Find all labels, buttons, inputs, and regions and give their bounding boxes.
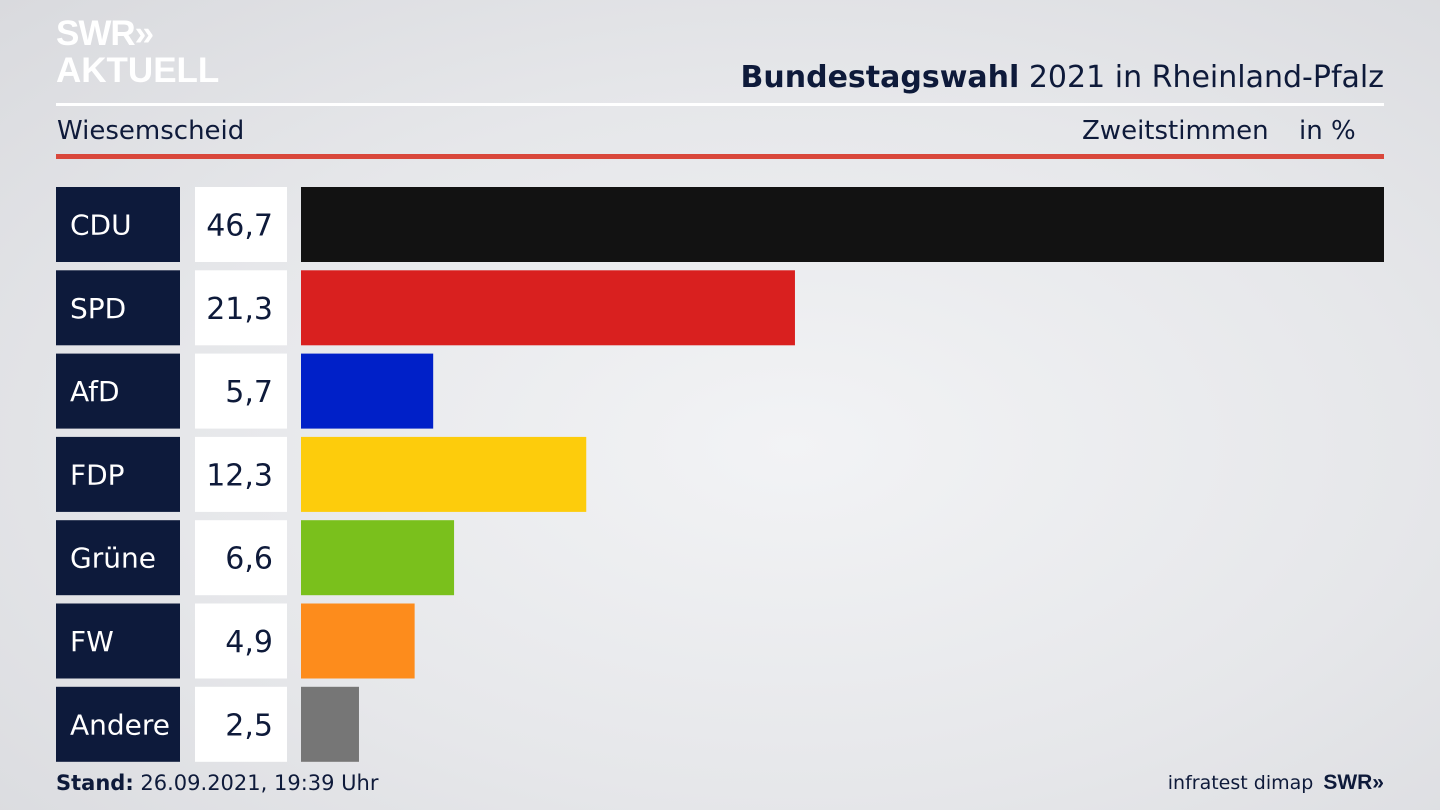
party-label-box-afd	[56, 353, 180, 429]
page-title: Bundestagswahl 2021 in Rheinland-Pfalz	[741, 60, 1384, 95]
party-label: SPD	[70, 292, 126, 325]
stand-value: 26.09.2021, 19:39 Uhr	[133, 771, 379, 795]
value-label: 46,7	[206, 209, 273, 244]
party-label-box-gr-ne	[56, 520, 180, 596]
party-label: FW	[70, 625, 114, 658]
swr-aktuell-logo: SWR» AKTUELL	[56, 16, 219, 88]
value-label: 5,7	[225, 375, 273, 410]
party-label: CDU	[70, 209, 132, 242]
value-label: 6,6	[225, 542, 273, 577]
bar-fw	[301, 603, 415, 679]
bar-andere	[301, 686, 359, 762]
logo-line-swr: SWR»	[56, 14, 154, 53]
accent-divider	[56, 154, 1384, 159]
party-label-box-andere	[56, 686, 180, 762]
title-bold: Bundestagswahl	[740, 60, 1020, 95]
party-label: AfD	[70, 375, 120, 408]
region-name: Wiesemscheid	[57, 116, 245, 146]
value-label: 4,9	[225, 625, 273, 660]
value-label: 21,3	[206, 292, 273, 327]
party-label-box-spd	[56, 270, 180, 346]
header-divider	[56, 103, 1384, 106]
value-box-fw	[195, 603, 287, 679]
party-label: Grüne	[70, 542, 156, 575]
unit-label: in %	[1299, 116, 1356, 146]
bar-spd	[301, 270, 795, 346]
title-rest: 2021 in Rheinland-Pfalz	[1019, 60, 1384, 95]
bar-chart: CDU 46,7 SPD 21,3 AfD 5,7 FDP 12,3 Grüne 6,6 FW 4,9…	[56, 187, 1384, 762]
party-label-box-fdp	[56, 436, 180, 512]
value-box-andere	[195, 686, 287, 762]
value-box-gr-ne	[195, 520, 287, 596]
party-label: FDP	[70, 458, 125, 491]
metric-label: Zweitstimmen	[1082, 116, 1269, 146]
bar-afd	[301, 353, 434, 429]
party-label-box-cdu	[56, 187, 180, 262]
party-label-box-fw	[56, 603, 180, 679]
value-label: 12,3	[206, 458, 273, 493]
value-box-afd	[195, 353, 287, 429]
bar-gr-ne	[301, 520, 455, 596]
bar-cdu	[301, 187, 1384, 262]
logo-line-aktuell: AKTUELL	[56, 51, 220, 90]
value-box-fdp	[195, 436, 287, 512]
value-box-spd	[195, 270, 287, 346]
source-label: infratest dimap	[1167, 772, 1314, 794]
timestamp: Stand: 26.09.2021, 19:39 Uhr	[56, 771, 379, 795]
swr-footer-logo: SWR»	[1323, 771, 1384, 794]
source-credit: infratest dimap SWR»	[1168, 771, 1384, 795]
party-label: Andere	[70, 708, 170, 741]
stand-label: Stand:	[56, 771, 134, 795]
bar-fdp	[301, 436, 587, 512]
value-label: 2,5	[225, 708, 273, 743]
value-box-cdu	[195, 187, 287, 262]
